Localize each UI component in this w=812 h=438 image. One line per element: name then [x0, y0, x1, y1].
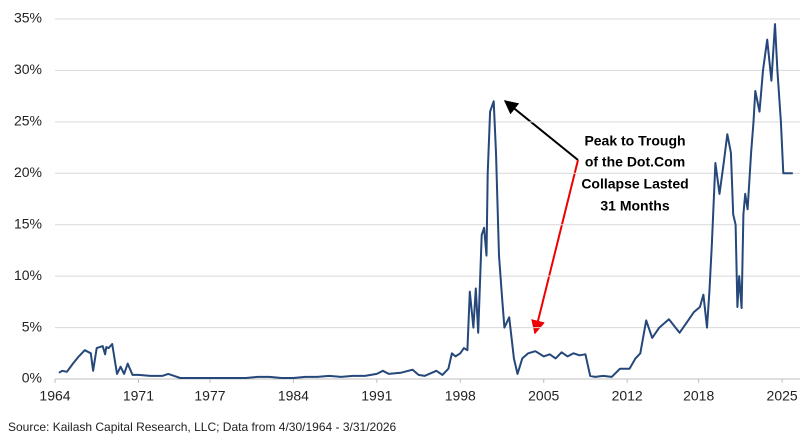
x-tick-label: 1991 — [361, 388, 392, 404]
x-tick-label: 1971 — [123, 388, 154, 404]
y-tick-label: 0% — [22, 370, 42, 386]
annotation: of the Dot.Com — [585, 154, 685, 170]
x-tick-label: 1984 — [278, 388, 309, 404]
y-tick-label: 30% — [14, 61, 42, 77]
annotation: Peak to Trough — [584, 133, 685, 149]
annotation: 31 Months — [600, 198, 669, 214]
arrow-peak — [503, 100, 579, 161]
y-tick-label: 35% — [14, 10, 42, 26]
data-line — [58, 23, 793, 379]
y-tick-label: 10% — [14, 267, 42, 283]
y-tick-label: 20% — [14, 164, 42, 180]
x-tick-label: 2025 — [767, 388, 798, 404]
x-tick-label: 2012 — [612, 388, 643, 404]
y-tick-label: 25% — [14, 113, 42, 129]
arrow-trough — [531, 159, 579, 335]
source: Source: Kailash Capital Research, LLC; D… — [8, 420, 397, 434]
x-tick-label: 1977 — [194, 388, 225, 404]
x-tick-label: 1998 — [445, 388, 476, 404]
annotation: Collapse Lasted — [581, 176, 688, 192]
y-tick-label: 5% — [22, 318, 42, 334]
x-tick-label: 2005 — [528, 388, 559, 404]
x-tick-label: 2018 — [683, 388, 714, 404]
x-tick-label: 1964 — [39, 388, 70, 404]
y-tick-label: 15% — [14, 215, 42, 231]
